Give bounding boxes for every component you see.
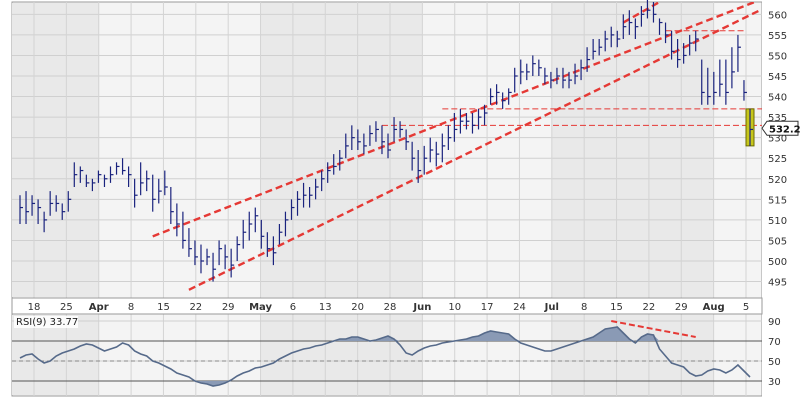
rsi-tick-label: 30 [768,377,781,388]
price-tick-label: 560 [768,10,787,21]
date-tick-label: 8 [128,302,134,313]
price-tick-label: 500 [768,257,787,268]
rsi-tick-label: 50 [768,357,781,368]
date-tick-label: May [249,302,272,313]
last-price-label: 532.29 [769,124,800,135]
rsi-tick-label: 90 [768,317,781,328]
date-tick-label: 25 [60,302,73,313]
date-tick-label: 29 [222,302,235,313]
rsi-divergence-line [611,320,696,338]
date-tick-label: 15 [610,302,623,313]
price-tick-label: 530 [768,134,787,145]
date-tick-label: 29 [675,302,688,313]
date-tick-label: 22 [189,302,202,313]
date-tick-label: 10 [448,302,461,313]
date-tick-label: 18 [28,302,41,313]
month-band [551,3,714,297]
date-tick-label: Aug [703,302,725,313]
price-tick-label: 550 [768,51,787,62]
price-tick-label: 510 [768,216,787,227]
rsi-title: RSI(9) 33.77 [16,317,78,328]
month-band [12,3,99,297]
date-axis-strip [11,297,763,315]
price-tick-label: 525 [768,154,787,165]
date-tick-label: 5 [743,302,749,313]
rsi-line [19,326,751,387]
rsi-title-bg [14,316,78,328]
date-tick-label: Jun [412,302,431,313]
date-tick-label: Jul [544,302,559,313]
rsi-oversold-fill [194,381,232,386]
price-tick-label: 540 [768,93,787,104]
month-band [260,3,423,297]
price-tick-label: 535 [768,113,787,124]
price-tick-label: 520 [768,175,787,186]
date-tick-label: 22 [643,302,656,313]
date-tick-label: 28 [384,302,397,313]
date-tick-label: Apr [89,302,109,313]
right-axis-background [762,0,800,400]
date-tick-label: 15 [157,302,170,313]
date-tick-label: 17 [481,302,494,313]
price-tick-label: 545 [768,72,787,83]
price-tick-label: 555 [768,31,787,42]
month-band [260,315,423,395]
rsi-overbought-fill [333,327,660,341]
date-tick-label: 20 [351,302,364,313]
channel-lower-trendline [188,9,761,291]
date-tick-label: 13 [319,302,332,313]
price-tick-label: 495 [768,278,787,289]
date-tick-label: 8 [581,302,587,313]
price-tick-label: 515 [768,195,787,206]
channel-upper-trendline [152,2,759,238]
date-tick-label: 6 [290,302,296,313]
rsi-tick-label: 70 [768,337,781,348]
last-price-badge [761,120,799,136]
month-band [551,315,714,395]
date-tick-label: 24 [513,302,526,313]
price-tick-label: 505 [768,236,787,247]
